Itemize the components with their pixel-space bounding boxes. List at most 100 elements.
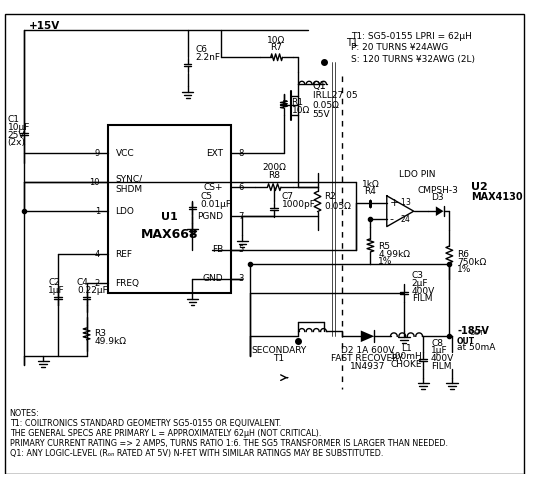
Text: 1%: 1% (378, 257, 393, 266)
Text: THE GENERAL SPECS ARE PRIMARY L = APPROXIMATELY 62μH (NOT CRITICAL).: THE GENERAL SPECS ARE PRIMARY L = APPROX… (9, 429, 321, 438)
Text: C1: C1 (8, 115, 20, 124)
Text: 0.05Ω: 0.05Ω (313, 101, 339, 110)
Text: LDO: LDO (116, 207, 134, 216)
Text: 10Ω: 10Ω (267, 36, 285, 45)
Text: -185V: -185V (457, 327, 489, 337)
Text: at 50mA: at 50mA (457, 343, 496, 352)
Text: PGND: PGND (197, 212, 223, 221)
Text: +: + (389, 199, 399, 209)
Text: MAX668: MAX668 (141, 227, 198, 241)
Text: Q1: Q1 (313, 81, 327, 91)
Text: R4: R4 (365, 187, 376, 197)
Text: 1%: 1% (457, 265, 471, 274)
Text: 6: 6 (239, 183, 244, 192)
Text: C4: C4 (77, 278, 89, 287)
Text: 49.9kΩ: 49.9kΩ (94, 337, 126, 345)
Text: 1kΩ: 1kΩ (361, 180, 380, 189)
Text: 1: 1 (400, 198, 405, 207)
Text: 1μF: 1μF (48, 285, 65, 295)
Text: 10Ω: 10Ω (292, 106, 310, 114)
Text: R6: R6 (457, 250, 469, 259)
Text: P: 20 TURNS ¥24AWG: P: 20 TURNS ¥24AWG (351, 43, 448, 52)
Text: R3: R3 (94, 329, 106, 338)
Text: REF: REF (116, 250, 133, 259)
Text: 2μF: 2μF (412, 279, 428, 288)
Text: 400V: 400V (431, 354, 454, 363)
Text: Q1: ANY LOGIC-LEVEL (Rₒₙ RATED AT 5V) N-FET WITH SIMILAR RATINGS MAY BE SUBSTITU: Q1: ANY LOGIC-LEVEL (Rₒₙ RATED AT 5V) N-… (9, 449, 383, 458)
Text: R8: R8 (268, 171, 280, 180)
Text: 1: 1 (95, 207, 100, 216)
Text: 10μF: 10μF (8, 123, 30, 132)
Text: C2: C2 (48, 278, 60, 287)
Text: 0.05Ω: 0.05Ω (324, 202, 351, 211)
Text: T1: COILTRONICS STANDARD GEOMETRY SG5-0155 OR EQUIVALENT.: T1: COILTRONICS STANDARD GEOMETRY SG5-01… (9, 419, 281, 428)
Text: R7: R7 (270, 43, 282, 52)
Text: 750kΩ: 750kΩ (457, 258, 486, 267)
Text: EXT: EXT (206, 149, 223, 158)
Text: C8: C8 (431, 339, 443, 347)
Text: 2.2nF: 2.2nF (195, 53, 221, 62)
Text: SHDM: SHDM (116, 185, 142, 194)
Text: +15V: +15V (29, 21, 60, 31)
Text: 400V: 400V (412, 286, 435, 296)
Text: 3: 3 (405, 198, 410, 207)
Text: 0.22μF: 0.22μF (77, 285, 108, 295)
Text: C6: C6 (195, 45, 207, 54)
Text: 25V: 25V (8, 131, 25, 140)
Text: 4.99kΩ: 4.99kΩ (378, 250, 410, 258)
Text: C3: C3 (412, 271, 424, 280)
Text: CS+: CS+ (204, 183, 223, 192)
Text: 0.01μF: 0.01μF (200, 200, 231, 209)
Text: D2 1A 600V: D2 1A 600V (341, 346, 394, 355)
Text: FB: FB (212, 245, 223, 254)
Text: 100mH: 100mH (389, 352, 422, 361)
Text: VCC: VCC (116, 149, 134, 158)
Text: NOTES:: NOTES: (9, 409, 40, 418)
Text: 55V: 55V (313, 111, 331, 119)
Text: SYNC/: SYNC/ (116, 175, 142, 184)
Text: 1N4937: 1N4937 (350, 362, 385, 370)
Text: MAX4130: MAX4130 (471, 192, 523, 202)
Text: 7: 7 (239, 212, 244, 221)
Text: R2: R2 (324, 192, 336, 201)
Text: R5: R5 (378, 242, 390, 251)
Text: 200Ω: 200Ω (262, 163, 286, 172)
Text: U2: U2 (471, 182, 488, 192)
Text: 10: 10 (90, 178, 100, 187)
Text: IRLL27 05: IRLL27 05 (313, 91, 358, 100)
Text: L1: L1 (400, 344, 411, 353)
Text: 1000pF: 1000pF (282, 200, 316, 209)
Text: 4: 4 (95, 250, 100, 259)
Text: GND: GND (202, 274, 223, 283)
Text: 1μF: 1μF (431, 346, 448, 355)
Text: 8: 8 (239, 149, 244, 158)
Text: T1: T1 (273, 354, 284, 363)
Text: CMPSH-3: CMPSH-3 (417, 185, 458, 195)
Text: T1: SG5-0155 LPRI = 62μH: T1: SG5-0155 LPRI = 62μH (351, 31, 472, 41)
Text: 3: 3 (239, 274, 244, 283)
Text: R1: R1 (292, 98, 304, 107)
Text: U1: U1 (161, 212, 178, 222)
Polygon shape (361, 330, 374, 342)
Text: OUT: OUT (457, 337, 475, 345)
Text: FILM: FILM (412, 294, 432, 303)
Text: C5: C5 (200, 192, 212, 201)
Text: 2: 2 (95, 279, 100, 288)
Text: D3: D3 (431, 193, 444, 202)
Text: -: - (389, 214, 394, 224)
Bar (108, 125, 231, 293)
Text: C7: C7 (282, 192, 294, 201)
Text: CHOKE: CHOKE (390, 360, 422, 369)
Text: PRIMARY CURRENT RATING => 2 AMPS, TURNS RATIO 1:6. THE SG5 TRANSFORMER IS LARGER: PRIMARY CURRENT RATING => 2 AMPS, TURNS … (9, 439, 448, 448)
Text: OUT: OUT (470, 330, 484, 336)
Polygon shape (436, 206, 443, 216)
Text: T1: T1 (346, 38, 359, 48)
Text: SECONDARY: SECONDARY (251, 346, 307, 355)
Text: 4: 4 (405, 215, 410, 224)
Text: 2: 2 (400, 215, 405, 224)
Text: S: 120 TURNS ¥32AWG (2L): S: 120 TURNS ¥32AWG (2L) (351, 55, 475, 64)
Text: LDO PIN: LDO PIN (399, 170, 436, 179)
Text: FILM: FILM (431, 362, 452, 370)
Text: FREQ: FREQ (116, 279, 140, 288)
Text: 9: 9 (95, 149, 100, 158)
